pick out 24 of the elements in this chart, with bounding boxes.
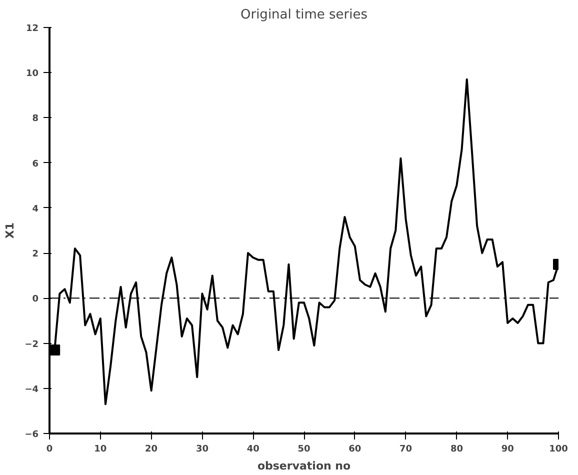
x-tick-label: 0 (46, 444, 53, 454)
x-tick-label: 70 (400, 444, 412, 454)
chart-title: Original time series (240, 8, 368, 22)
y-tick-label: 0 (32, 294, 39, 305)
x-tick-label: 20 (145, 444, 158, 454)
x-tick-label: 10 (94, 444, 107, 454)
x-tick-label: 90 (501, 444, 514, 454)
y-tick-label: 12 (26, 24, 39, 34)
y-tick-label: −2 (24, 340, 39, 350)
x-tick-label: 50 (298, 444, 310, 454)
y-tick-label: 6 (32, 159, 39, 170)
x-tick-label: 100 (549, 444, 568, 454)
y-tick-label: 10 (26, 69, 39, 80)
y-tick-label: −6 (24, 430, 39, 440)
y-axis-title: X1 (4, 222, 17, 239)
y-tick-label: 8 (32, 114, 39, 124)
y-tick-label: 2 (32, 250, 39, 260)
y-tick-label: 4 (32, 204, 39, 214)
x-tick-label: 30 (196, 444, 208, 454)
y-tick-label: −4 (24, 384, 39, 395)
x-axis-title: observation no (257, 460, 351, 472)
x-tick-label: 40 (246, 444, 260, 454)
x-tick-label: 80 (450, 444, 463, 454)
x-tick-label: 60 (348, 444, 362, 454)
